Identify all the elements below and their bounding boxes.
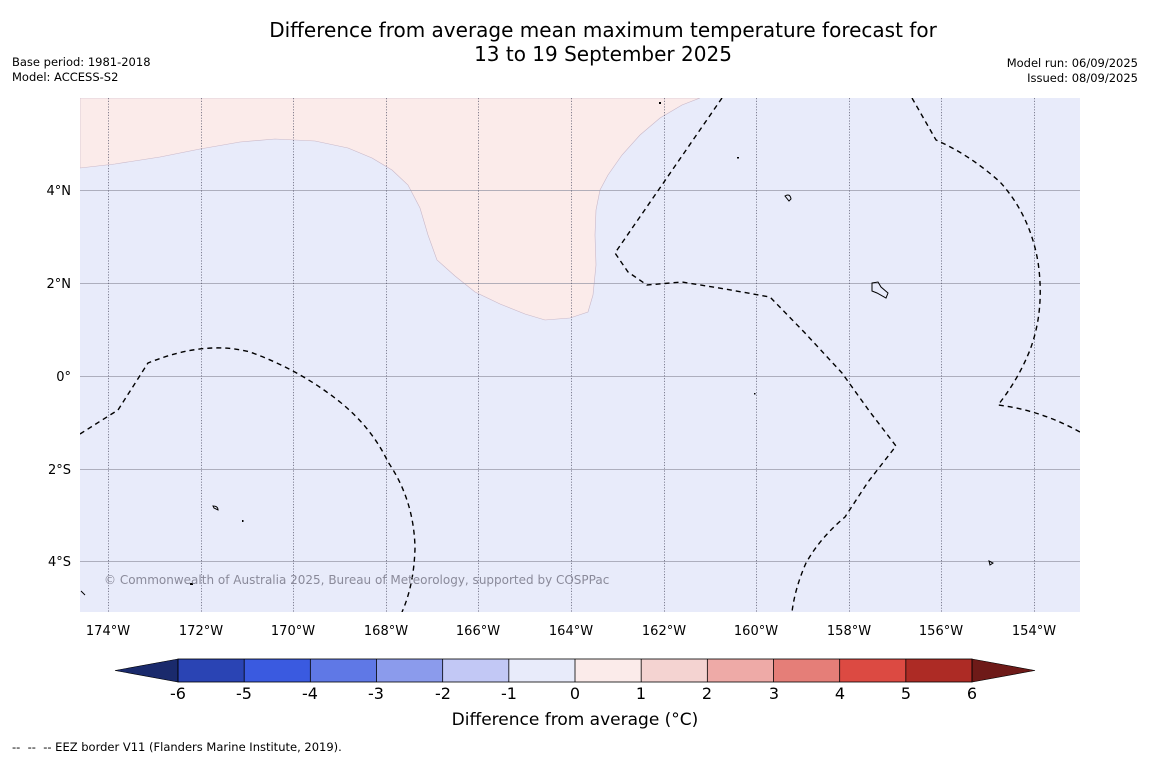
lon-label-164w: 164°W	[549, 624, 593, 639]
colorbar-bin	[641, 659, 708, 682]
eez-border-tokelau-samoa	[80, 347, 416, 612]
lat-label-4s: 4°S	[48, 555, 71, 570]
colorbar-under-arrow	[114, 658, 179, 683]
colorbar-tick-labels: -6 -5 -4 -3 -2 -1 0 1 2 3 4 5 6	[170, 684, 977, 703]
cb-label-0: 0	[570, 684, 580, 703]
colorbar-bins	[178, 659, 973, 682]
colorbar-bin	[839, 659, 907, 682]
island-kiritimati	[871, 281, 889, 299]
island-swains	[212, 505, 219, 511]
lat-labels: 4°N 2°N 0° 2°S 4°S	[47, 184, 72, 570]
colorbar-title: Difference from average (°C)	[451, 710, 699, 730]
islets	[190, 102, 756, 585]
cb-label-3: 3	[769, 684, 779, 703]
colorbar-bin	[376, 659, 444, 682]
islands	[80, 194, 994, 596]
island-western-edge	[80, 590, 86, 596]
colorbar-bin	[575, 659, 642, 682]
map-panel: © Commonwealth of Australia 2025, Bureau…	[80, 98, 1080, 612]
lon-label-166w: 166°W	[456, 624, 500, 639]
colorbar-bin	[707, 659, 774, 682]
warm-anomaly-area	[80, 98, 701, 321]
lat-label-4n: 4°N	[47, 184, 72, 199]
base-period: Base period: 1981-2018	[12, 55, 151, 69]
cb-label-neg2: -2	[435, 684, 451, 703]
cb-label-2: 2	[702, 684, 712, 703]
cb-label-4: 4	[835, 684, 845, 703]
colorbar-bin	[442, 659, 510, 682]
issued-date: Issued: 08/09/2025	[1027, 71, 1138, 85]
eez-footnote: -- -- -- EEZ border V11 (Flanders Marine…	[12, 740, 342, 754]
cb-label-neg3: -3	[368, 684, 384, 703]
eez-border-kiribati-east	[911, 98, 1080, 433]
colorbar-bin	[773, 659, 841, 682]
colorbar-bin	[508, 659, 576, 682]
island-tabuaeran	[784, 194, 792, 202]
lat-label-2s: 2°S	[48, 463, 71, 478]
lon-labels: 174°W 172°W 170°W 168°W 166°W 164°W 162°…	[86, 624, 1056, 639]
lon-label-170w: 170°W	[271, 624, 315, 639]
island-south	[988, 560, 994, 566]
colorbar-bin	[310, 659, 377, 682]
lon-label-160w: 160°W	[734, 624, 778, 639]
title-line-2: 13 to 19 September 2025	[474, 42, 732, 66]
title-line-1: Difference from average mean maximum tem…	[269, 18, 937, 42]
cb-label-1: 1	[636, 684, 646, 703]
cb-label-neg6: -6	[170, 684, 186, 703]
lat-label-2n: 2°N	[47, 277, 72, 292]
lon-label-162w: 162°W	[642, 624, 686, 639]
colorbar: -6 -5 -4 -3 -2 -1 0 1 2 3 4 5 6	[114, 658, 1036, 703]
colorbar-bin	[244, 659, 311, 682]
colorbar-bin	[905, 659, 973, 682]
lat-label-0: 0°	[56, 370, 71, 385]
lon-label-172w: 172°W	[179, 624, 223, 639]
cb-label-neg5: -5	[236, 684, 252, 703]
cb-label-neg1: -1	[501, 684, 517, 703]
lon-label-154w: 154°W	[1012, 624, 1056, 639]
meta-left: Base period: 1981-2018 Model: ACCESS-S2	[12, 55, 151, 85]
lon-label-158w: 158°W	[827, 624, 871, 639]
lon-label-174w: 174°W	[86, 624, 130, 639]
colorbar-over-arrow	[971, 658, 1036, 683]
cb-label-5: 5	[901, 684, 911, 703]
colorbar-bin	[178, 659, 245, 682]
cb-label-neg4: -4	[302, 684, 318, 703]
meta-right: Model run: 06/09/2025 Issued: 08/09/2025	[1007, 56, 1138, 86]
model-name: Model: ACCESS-S2	[12, 70, 119, 84]
cb-label-6: 6	[967, 684, 977, 703]
model-run: Model run: 06/09/2025	[1006, 56, 1138, 70]
lat-gridlines	[80, 190, 1080, 562]
map-title: Difference from average mean maximum tem…	[230, 18, 976, 66]
lon-label-156w: 156°W	[919, 624, 963, 639]
eez-border-kiribati-west	[614, 98, 897, 612]
copyright-text: © Commonwealth of Australia 2025, Bureau…	[104, 573, 609, 587]
lon-label-168w: 168°W	[364, 624, 408, 639]
colorbar-ticks	[177, 659, 973, 682]
eez-borders	[80, 98, 1080, 612]
